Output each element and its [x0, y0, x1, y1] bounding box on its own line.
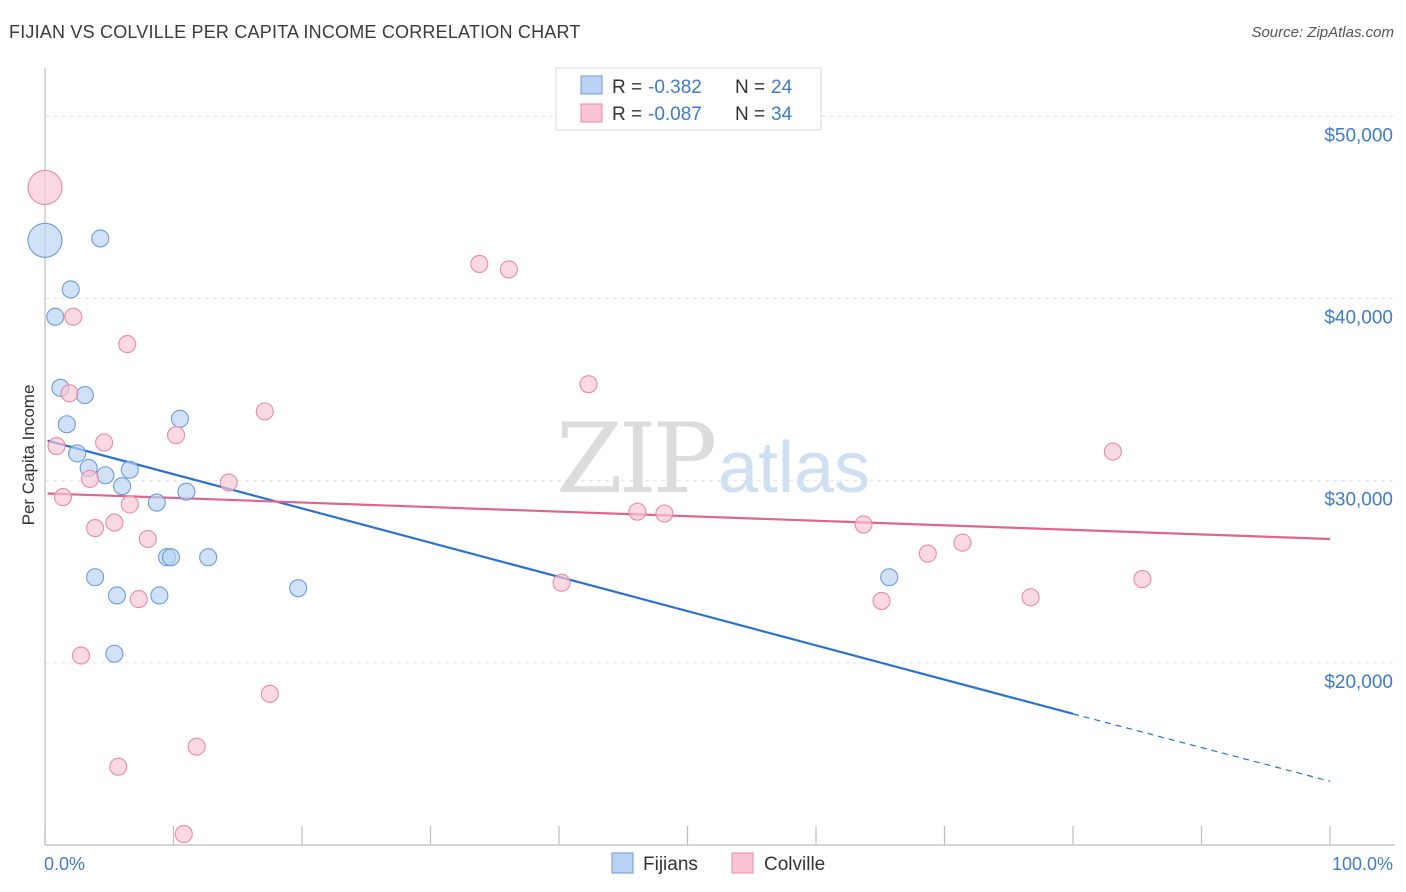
colville-point[interactable]	[129, 590, 148, 609]
legend-r-value-1: -0.382	[648, 77, 702, 98]
legend-n-value-2: 34	[771, 104, 793, 125]
colville-point[interactable]	[579, 375, 598, 394]
x-tick-labels: 0.0% 100.0%	[44, 854, 1393, 874]
fijians-point[interactable]	[96, 466, 115, 485]
colville-point[interactable]	[64, 307, 83, 326]
fijians-point[interactable]	[170, 409, 189, 428]
watermark-zip: ZIP	[556, 403, 715, 515]
y-axis-label: Per Capita Income	[19, 385, 38, 526]
colville-point[interactable]	[80, 469, 100, 488]
watermark: ZIP atlas	[556, 403, 870, 515]
fijians-point[interactable]	[113, 477, 132, 496]
fijians-point[interactable]	[57, 415, 76, 434]
fijians-point[interactable]	[86, 568, 105, 587]
fijians-point[interactable]	[289, 579, 308, 598]
colville-point[interactable]	[953, 533, 972, 552]
colville-point[interactable]	[86, 519, 105, 538]
colville-point[interactable]	[27, 169, 63, 206]
fijians-point[interactable]	[91, 229, 110, 248]
legend-r-label-1: R =	[612, 77, 642, 98]
fijians-point[interactable]	[150, 586, 169, 605]
fijians-point[interactable]	[161, 548, 180, 567]
colville-point[interactable]	[655, 504, 674, 523]
watermark-atlas: atlas	[718, 428, 870, 508]
legend-r-label-2: R =	[612, 104, 642, 125]
fijians-point[interactable]	[46, 307, 65, 326]
colville-point[interactable]	[167, 426, 186, 445]
bottom-legend-swatch-fijians	[611, 852, 634, 874]
bottom-legend-fijians: Fijians	[643, 854, 698, 875]
colville-point[interactable]	[499, 260, 518, 279]
colville-point[interactable]	[918, 544, 937, 563]
fijians-point[interactable]	[105, 644, 124, 663]
x-tick-label: 0.0%	[44, 854, 85, 874]
colville-point[interactable]	[187, 737, 206, 756]
legend-n-label-2: N =	[735, 104, 765, 125]
colville-trend-line	[47, 492, 1331, 541]
colville-point[interactable]	[628, 502, 647, 521]
x-tick-label: 100.0%	[1332, 854, 1393, 874]
colville-point[interactable]	[470, 254, 489, 274]
stats-legend: R = -0.382 N = 24 R = -0.087 N = 34	[555, 67, 822, 131]
fijians-trend-extension	[1072, 713, 1331, 782]
grid-lines	[45, 115, 1395, 664]
fijians-point[interactable]	[68, 444, 87, 463]
colville-point[interactable]	[219, 473, 238, 492]
legend-n-label-1: N =	[735, 77, 765, 98]
data-points	[27, 169, 1152, 844]
colville-point[interactable]	[260, 684, 279, 703]
colville-point[interactable]	[174, 825, 193, 844]
fijians-point[interactable]	[27, 222, 63, 258]
fijians-point[interactable]	[75, 386, 94, 405]
colville-point[interactable]	[872, 591, 891, 610]
fijians-point[interactable]	[120, 460, 139, 479]
colville-point[interactable]	[552, 573, 571, 592]
colville-point[interactable]	[53, 488, 73, 507]
colville-point[interactable]	[109, 757, 128, 776]
source-label: Source: ZipAtlas.com	[1251, 24, 1394, 41]
legend-r-value-2: -0.087	[648, 104, 702, 125]
series-legend: Fijians Colville	[611, 852, 825, 875]
legend-swatch-colville	[580, 103, 603, 123]
colville-point[interactable]	[1103, 442, 1122, 461]
colville-point[interactable]	[71, 646, 91, 665]
colville-point[interactable]	[120, 495, 139, 514]
y-tick-label: $50,000	[1324, 125, 1393, 146]
colville-point[interactable]	[105, 513, 124, 532]
y-tick-labels: $20,000 $30,000 $40,000 $50,000	[1324, 125, 1393, 692]
colville-point[interactable]	[138, 529, 157, 549]
fijians-point[interactable]	[147, 493, 166, 512]
colville-point[interactable]	[60, 384, 79, 403]
chart-title: FIJIAN VS COLVILLE PER CAPITA INCOME COR…	[9, 22, 581, 42]
colville-point[interactable]	[118, 335, 137, 354]
y-tick-label: $40,000	[1324, 308, 1393, 329]
colville-point[interactable]	[95, 433, 114, 452]
legend-swatch-fijians	[580, 75, 603, 95]
fijians-point[interactable]	[61, 280, 80, 299]
bottom-legend-colville: Colville	[764, 854, 825, 875]
fijians-point[interactable]	[177, 482, 196, 501]
fijians-point[interactable]	[880, 568, 899, 587]
colville-point[interactable]	[47, 437, 66, 456]
colville-point[interactable]	[1133, 570, 1152, 589]
fijians-point[interactable]	[107, 586, 127, 605]
bottom-legend-swatch-colville	[731, 852, 754, 874]
y-tick-label: $20,000	[1324, 672, 1393, 693]
colville-point[interactable]	[854, 515, 873, 534]
fijians-point[interactable]	[199, 548, 218, 567]
colville-point[interactable]	[1021, 588, 1040, 607]
y-tick-label: $30,000	[1324, 490, 1393, 511]
legend-n-value-1: 24	[771, 77, 793, 98]
colville-point[interactable]	[255, 402, 274, 421]
